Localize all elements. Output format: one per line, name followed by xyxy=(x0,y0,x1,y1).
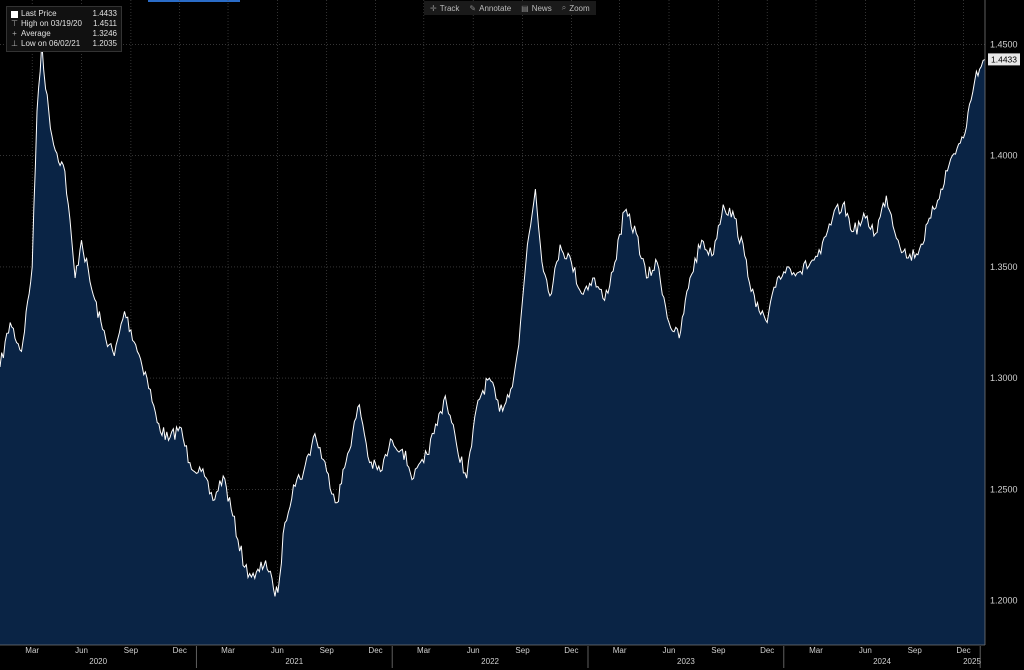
legend-average-value: 1.3246 xyxy=(92,29,117,38)
x-month-label: Sep xyxy=(124,646,139,655)
pencil-icon: ✎ xyxy=(469,3,477,13)
legend-last-price: Last Price 1.4433 xyxy=(11,9,117,19)
price-area xyxy=(0,42,985,646)
x-month-label: Mar xyxy=(613,646,627,655)
x-year-label: 2024 xyxy=(873,657,891,666)
x-year-label: 2021 xyxy=(285,657,303,666)
news-icon: ▤ xyxy=(521,3,529,13)
x-month-label: Jun xyxy=(859,646,872,655)
x-year-label: 2023 xyxy=(677,657,695,666)
crosshair-icon: ✛ xyxy=(430,3,437,13)
x-month-label: Dec xyxy=(173,646,187,655)
annotate-label: Annotate xyxy=(479,3,512,13)
legend-average: + Average 1.3246 xyxy=(11,29,117,39)
x-month-label: Sep xyxy=(320,646,335,655)
last-price-tag: 1.4433 xyxy=(988,53,1020,66)
x-year-label: 2025 xyxy=(963,657,981,666)
legend-low: ⊥ Low on 06/02/21 1.2035 xyxy=(11,39,117,49)
x-month-label: Mar xyxy=(221,646,235,655)
y-tick-label: 1.3500 xyxy=(990,262,1018,272)
legend-average-label: Average xyxy=(21,29,51,38)
x-month-label: Jun xyxy=(467,646,480,655)
series-swatch-icon xyxy=(11,10,18,18)
average-marker-icon: + xyxy=(12,29,17,38)
zoom-label: Zoom xyxy=(569,3,590,13)
y-axis: 1.2000 1.2500 1.3000 1.3500 1.4000 1.4500 xyxy=(984,0,1018,645)
zoom-button[interactable]: ⌕ Zoom xyxy=(562,3,590,13)
track-button[interactable]: ✛ Track xyxy=(430,4,459,13)
chart-legend: Last Price 1.4433 ⊤ High on 03/19/20 1.45… xyxy=(6,6,122,52)
x-month-label: Sep xyxy=(711,646,726,655)
x-month-label: Dec xyxy=(956,646,970,655)
legend-last-price-label: Last Price xyxy=(21,9,57,18)
legend-high-value: 1.4511 xyxy=(93,19,117,28)
x-month-label: Sep xyxy=(908,646,923,655)
y-tick-label: 1.3000 xyxy=(990,373,1018,383)
high-marker-icon: ⊤ xyxy=(11,19,18,28)
legend-high-label: High on 03/19/20 xyxy=(21,19,82,28)
x-month-label: Jun xyxy=(663,646,676,655)
magnifier-icon: ⌕ xyxy=(561,3,567,12)
x-month-label: Dec xyxy=(564,646,578,655)
x-month-label: Sep xyxy=(515,646,530,655)
legend-low-value: 1.2035 xyxy=(92,39,117,48)
news-label: News xyxy=(531,3,552,13)
x-month-label: Dec xyxy=(368,646,382,655)
active-tab-indicator xyxy=(148,0,240,2)
x-axis: Mar Jun Sep Dec Mar Jun Sep Dec Mar Jun Sep Dec Mar J… xyxy=(0,644,985,668)
legend-low-label: Low on 06/02/21 xyxy=(21,39,81,48)
news-button[interactable]: ▤ News xyxy=(521,4,552,13)
annotate-button[interactable]: ✎ Annotate xyxy=(469,4,511,13)
x-month-label: Dec xyxy=(760,646,774,655)
x-month-label: Mar xyxy=(25,646,39,655)
legend-high: ⊤ High on 03/19/20 1.4511 xyxy=(11,19,117,29)
x-month-label: Mar xyxy=(417,646,431,655)
y-tick-label: 1.4000 xyxy=(990,151,1018,161)
x-year-label: 2020 xyxy=(89,657,107,666)
last-price-tag-label: 1.4433 xyxy=(991,54,1017,64)
x-year-label: 2022 xyxy=(481,657,499,666)
x-month-label: Jun xyxy=(75,646,88,655)
low-marker-icon: ⊥ xyxy=(11,39,18,48)
x-month-label: Jun xyxy=(271,646,284,655)
legend-last-price-value: 1.4433 xyxy=(92,9,117,18)
price-line xyxy=(0,42,986,597)
x-month-label: Mar xyxy=(809,646,823,655)
y-tick-label: 1.2500 xyxy=(990,484,1018,494)
y-tick-label: 1.4500 xyxy=(990,39,1018,49)
track-label: Track xyxy=(439,3,460,13)
last-price-tag-box xyxy=(988,53,1020,66)
chart-toolbar: ✛ Track ✎ Annotate ▤ News ⌕ Zoom xyxy=(424,1,596,15)
y-tick-label: 1.2000 xyxy=(990,596,1018,606)
